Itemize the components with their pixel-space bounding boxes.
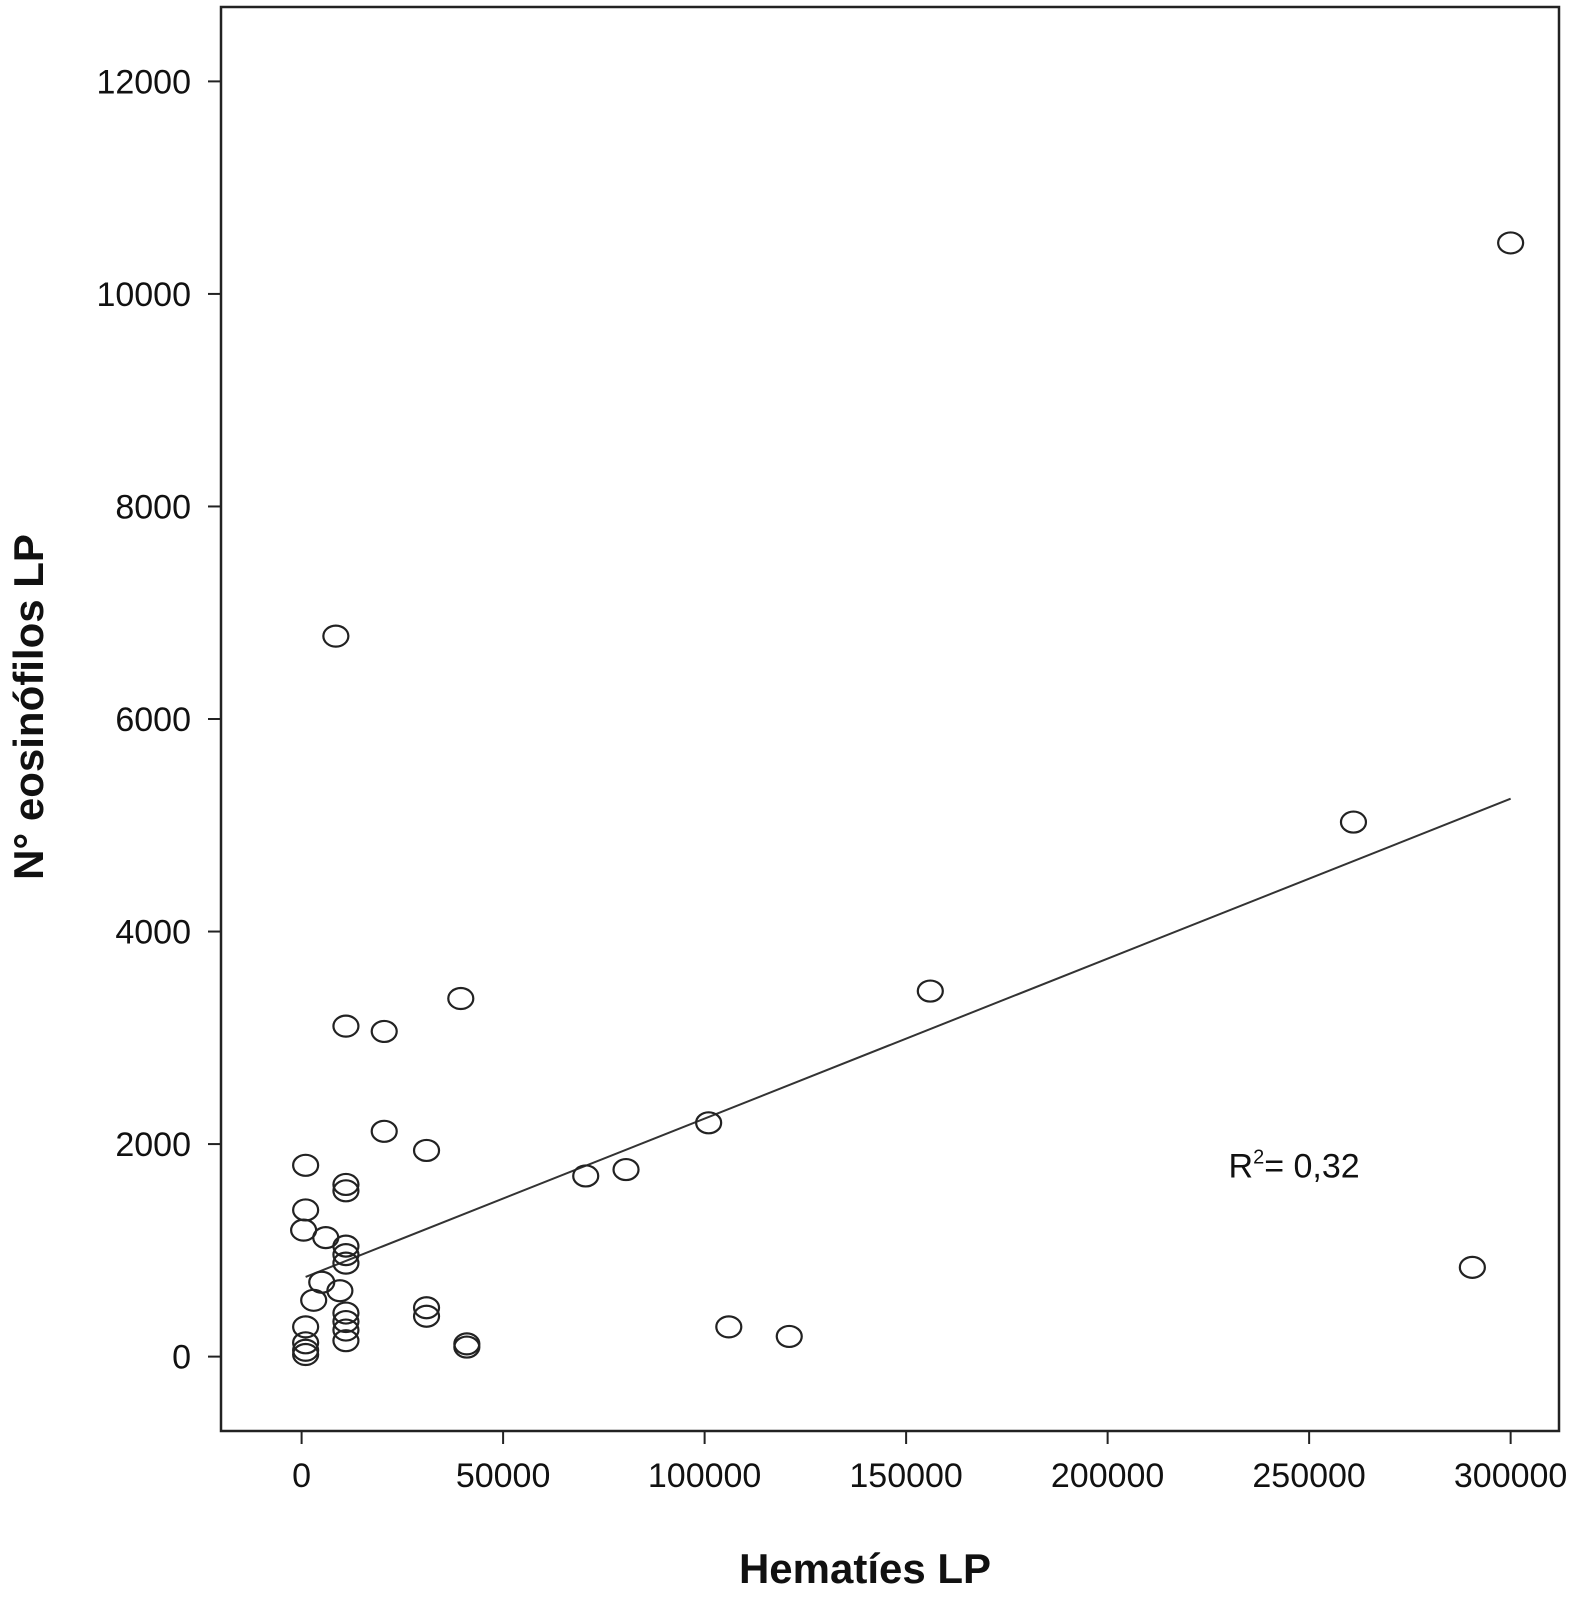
data-point bbox=[695, 1111, 723, 1135]
data-point bbox=[292, 1315, 320, 1339]
r-squared-base: R bbox=[1229, 1147, 1254, 1185]
data-point bbox=[332, 1318, 360, 1342]
data-point bbox=[292, 1198, 320, 1222]
r-squared-annotation: R2= 0,32 bbox=[1229, 1146, 1360, 1185]
x-tick-label: 50000 bbox=[456, 1457, 551, 1495]
data-point bbox=[572, 1164, 600, 1188]
data-point bbox=[332, 1309, 360, 1334]
data-point bbox=[292, 1153, 320, 1177]
data-point bbox=[612, 1157, 640, 1182]
data-point bbox=[332, 1014, 360, 1038]
y-tick-label: 0 bbox=[172, 1339, 191, 1377]
data-point bbox=[1458, 1255, 1486, 1279]
y-axis-title: N° eosinófilos LP bbox=[5, 534, 52, 880]
data-point bbox=[412, 1296, 441, 1320]
x-axis-title: Hematíes LP bbox=[739, 1545, 991, 1592]
data-point bbox=[292, 1331, 320, 1355]
r-squared-superscript: 2 bbox=[1253, 1146, 1264, 1168]
data-point bbox=[332, 1251, 360, 1275]
data-point bbox=[412, 1304, 441, 1328]
y-tick-label: 2000 bbox=[115, 1126, 191, 1164]
y-tick-label: 10000 bbox=[96, 276, 191, 314]
data-point bbox=[916, 979, 944, 1003]
x-tick-label: 150000 bbox=[849, 1457, 962, 1495]
data-point bbox=[412, 1138, 441, 1163]
data-point bbox=[715, 1315, 743, 1339]
data-point bbox=[370, 1119, 398, 1143]
data-point bbox=[370, 1019, 398, 1044]
data-point bbox=[453, 1335, 481, 1359]
y-tick-label: 6000 bbox=[115, 701, 191, 739]
data-point bbox=[775, 1324, 803, 1349]
x-tick-label: 200000 bbox=[1051, 1457, 1164, 1495]
regression-line bbox=[305, 797, 1512, 1278]
x-tick-label: 250000 bbox=[1252, 1457, 1365, 1495]
data-point bbox=[447, 986, 475, 1011]
r-squared-value: = 0,32 bbox=[1264, 1147, 1359, 1185]
data-point bbox=[326, 1279, 354, 1303]
data-point bbox=[1497, 231, 1525, 255]
data-point bbox=[332, 1301, 360, 1325]
x-tick-label: 0 bbox=[292, 1457, 311, 1495]
plot-frame bbox=[219, 5, 1561, 1433]
y-tick-label: 8000 bbox=[115, 488, 191, 526]
data-point bbox=[292, 1342, 320, 1367]
data-point bbox=[332, 1329, 360, 1353]
data-point bbox=[322, 624, 350, 648]
y-tick-label: 12000 bbox=[96, 63, 191, 101]
x-tick-label: 300000 bbox=[1454, 1457, 1567, 1495]
x-tick-label: 100000 bbox=[648, 1457, 761, 1495]
y-tick-label: 4000 bbox=[115, 914, 191, 952]
data-point bbox=[1339, 810, 1368, 834]
data-point bbox=[332, 1234, 360, 1258]
data-point bbox=[332, 1179, 360, 1203]
data-point bbox=[332, 1172, 360, 1197]
data-point bbox=[300, 1288, 328, 1312]
data-point bbox=[332, 1242, 360, 1267]
